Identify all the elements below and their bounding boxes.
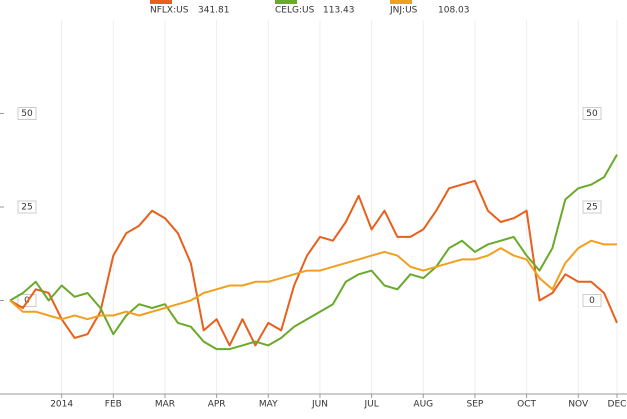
x-tick-label: DEC xyxy=(608,400,627,410)
y2-tick-label-box xyxy=(582,200,602,214)
x-tick-label: OCT xyxy=(517,400,536,410)
y-tick-label-box xyxy=(17,107,37,120)
y2-tick-label: 25 xyxy=(586,203,597,213)
y-tick-label-box xyxy=(17,200,37,214)
x-tick-label: NOV xyxy=(568,400,589,410)
series-line xyxy=(9,239,617,321)
x-tick-label: APR xyxy=(208,400,226,410)
legend-name: JNJ:US xyxy=(389,6,418,16)
legend-swatch xyxy=(390,0,412,4)
x-tick-label: SEP xyxy=(467,400,484,410)
series-line xyxy=(9,154,618,351)
y2-tick-label: 50 xyxy=(586,109,598,119)
legend-value: 108.03 xyxy=(438,6,470,16)
legend-name: NFLX:US xyxy=(150,6,189,16)
y2-tick-label: 0 xyxy=(589,296,595,306)
legend-value: 113.43 xyxy=(323,6,355,16)
legend-value: 341.81 xyxy=(198,6,230,16)
y2-tick-label-box xyxy=(582,294,602,307)
x-tick-label: JUN xyxy=(311,400,328,410)
x-tick-label: JUL xyxy=(363,400,378,410)
series-line xyxy=(9,179,618,347)
y-tick-label: 25 xyxy=(21,203,32,213)
x-tick-label: AUG xyxy=(413,400,433,410)
x-tick-label: MAR xyxy=(155,400,175,410)
x-tick-label: MAY xyxy=(259,400,278,410)
x-tick-label: 2014 xyxy=(50,400,73,410)
x-tick-label: FEB xyxy=(105,400,122,410)
legend-name: CELG:US xyxy=(275,6,315,16)
legend-swatch xyxy=(150,0,172,4)
y-tick-label: 50 xyxy=(21,109,33,119)
y2-tick-label-box xyxy=(582,107,602,120)
legend-swatch xyxy=(275,0,297,4)
